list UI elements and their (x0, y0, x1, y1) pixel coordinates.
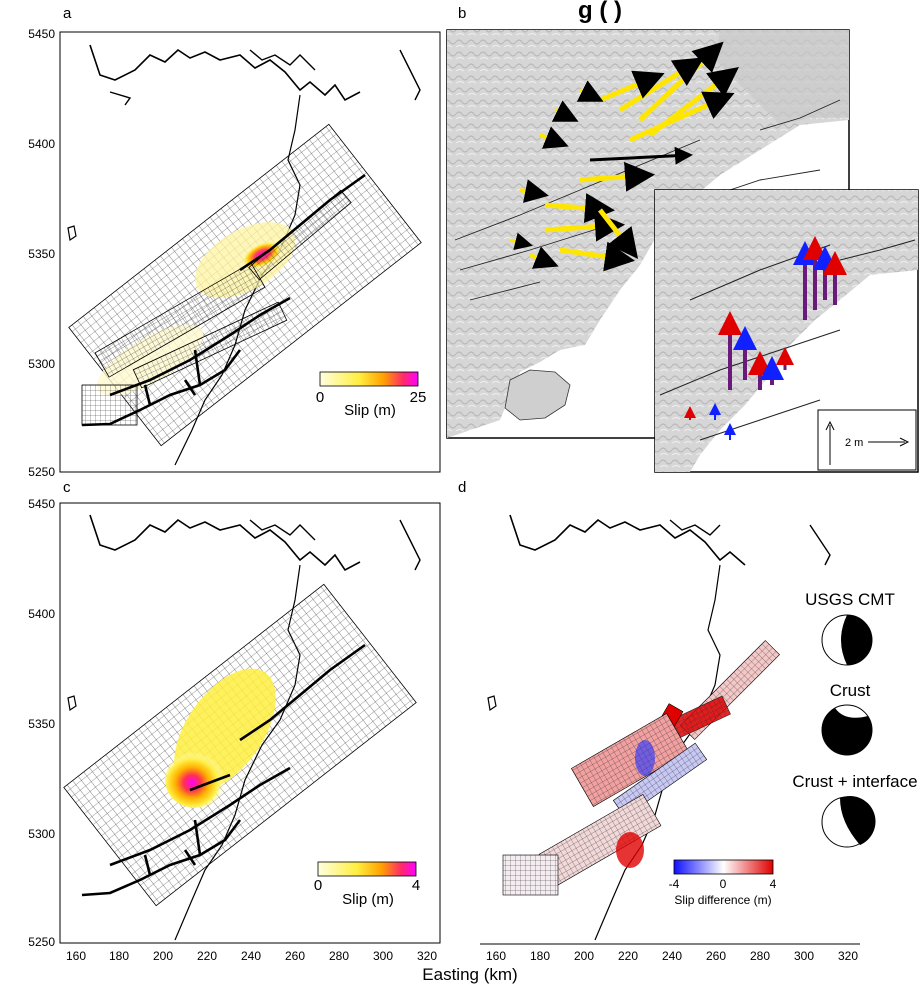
panel-b-peninsula (504, 369, 571, 421)
panel-a-fault-traces (81, 173, 366, 427)
panel-a-fault-strip-2 (94, 262, 266, 378)
panel-c-colorbar-max: 4 (412, 877, 420, 894)
panel-d-colorbar-label: Slip difference (m) (674, 893, 771, 907)
panel-c-colorbar-label: Slip (m) (342, 891, 394, 908)
x-tick-160-right: 160 (486, 949, 506, 963)
panel-a-coastline-north (89, 44, 361, 102)
panel-c: 0 4 Slip (m) (59, 502, 441, 944)
panel-b-scale-label: 2 m (845, 437, 863, 449)
panel-c-colorbar-min: 0 (314, 877, 322, 894)
panel-c-island-small (67, 695, 77, 712)
x-tick-260-left: 260 (285, 949, 305, 963)
panel-b-scale-arrow-up (825, 420, 835, 465)
mechanism-label-usgs: USGS CMT (805, 590, 895, 609)
x-tick-320-right: 320 (838, 949, 858, 963)
x-tick-280-left: 280 (329, 949, 349, 963)
x-tick-300-left: 300 (373, 949, 393, 963)
x-tick-220-left: 220 (197, 949, 217, 963)
panel-c-fault-traces (81, 643, 366, 897)
x-tick-200-right: 200 (574, 949, 594, 963)
panel-label-d: d (458, 479, 466, 496)
x-axis-right: 160 180 200 220 240 260 280 300 320 (486, 949, 858, 963)
x-tick-160-left: 160 (66, 949, 86, 963)
panel-b-relief-north (715, 30, 849, 125)
x-tick-180-left: 180 (109, 949, 129, 963)
panel-d-colorbar-max: 4 (770, 877, 777, 891)
panel-b-scale-box (817, 409, 917, 471)
panel-d-colorbar (673, 859, 774, 875)
panel-c-coastline-islands (249, 519, 421, 571)
panel-c-coastline-north (89, 514, 361, 572)
header-fragment: g ( ) (578, 0, 622, 24)
x-tick-300-right: 300 (794, 949, 814, 963)
panel-a-colorbar (319, 371, 419, 387)
y-tick-5400-top: 5400 (28, 137, 55, 151)
panel-b-scale-arrow-right (868, 437, 910, 447)
panel-a-colorbar-min: 0 (316, 389, 324, 406)
panel-a-coastline-islands (109, 49, 421, 106)
x-axis-left: 160 180 200 220 240 260 280 300 320 (66, 949, 437, 963)
x-tick-320-left: 320 (417, 949, 437, 963)
y-tick-5350-top: 5350 (28, 247, 55, 261)
y-tick-5250-top: 5250 (28, 465, 55, 479)
panel-c-slip-hot (165, 752, 225, 808)
panel-a: 0 25 Slip (m) (59, 31, 441, 473)
panel-a-colorbar-max: 25 (410, 389, 427, 406)
panel-d-island-small (487, 695, 497, 712)
y-tick-5250-bottom: 5250 (28, 935, 55, 949)
y-axis: 5450 5400 5350 5300 5250 5450 5400 5350 … (28, 27, 55, 949)
mechanism-label-crust: Crust (830, 681, 871, 700)
panel-d-colorbar-mid: 0 (720, 877, 727, 891)
panel-a-colorbar-label: Slip (m) (344, 402, 396, 419)
panel-c-colorbar (317, 861, 417, 877)
x-tick-220-right: 220 (618, 949, 638, 963)
x-tick-200-left: 200 (153, 949, 173, 963)
mechanism-label-crust-interface: Crust + interface (792, 772, 917, 791)
panel-d-coastline-islands (669, 519, 831, 566)
x-axis-label: Easting (km) (422, 965, 517, 984)
y-tick-5450-top: 5450 (28, 27, 55, 41)
panel-b: 2 m (446, 29, 919, 473)
beachball-crust-interface (821, 795, 876, 848)
panel-d: -4 0 4 Slip difference (m) USGS CMT Crus… (487, 514, 918, 941)
beachball-crust (821, 704, 873, 756)
y-tick-5450-bottom: 5450 (28, 497, 55, 511)
panel-a-island-small (67, 225, 77, 242)
panel-d-red-patch (616, 832, 644, 868)
x-tick-240-right: 240 (662, 949, 682, 963)
panel-label-a: a (63, 5, 72, 22)
panel-label-b: b (458, 5, 466, 22)
y-tick-5400-bottom: 5400 (28, 607, 55, 621)
panel-a-fault-strip-4 (81, 384, 138, 426)
panel-label-c: c (63, 479, 71, 496)
panel-d-coastline-north (509, 514, 746, 566)
panel-a-slip-low (96, 324, 204, 396)
x-tick-280-right: 280 (750, 949, 770, 963)
x-tick-260-right: 260 (706, 949, 726, 963)
x-tick-180-right: 180 (530, 949, 550, 963)
panel-b-inset-arrows (684, 236, 847, 440)
panel-d-colorbar-min: -4 (669, 877, 680, 891)
panel-b-arrows-yellow (509, 41, 739, 272)
panel-b-inset-relief (655, 190, 918, 472)
panel-d-blue-patch (635, 740, 655, 776)
x-tick-240-left: 240 (241, 949, 261, 963)
beachball-usgs (821, 614, 873, 666)
y-tick-5300-top: 5300 (28, 357, 55, 371)
y-tick-5350-bottom: 5350 (28, 717, 55, 731)
y-tick-5300-bottom: 5300 (28, 827, 55, 841)
